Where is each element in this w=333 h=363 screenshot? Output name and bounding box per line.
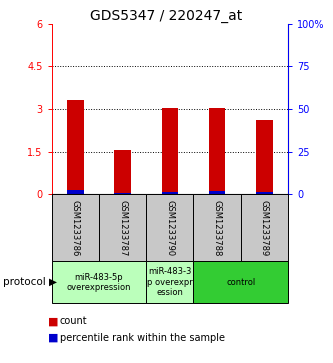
Text: GSM1233789: GSM1233789 — [260, 200, 269, 256]
Text: GSM1233790: GSM1233790 — [165, 200, 174, 256]
Text: GSM1233787: GSM1233787 — [118, 200, 127, 256]
Bar — [209, 108, 225, 194]
Bar — [256, 120, 273, 194]
Bar — [209, 191, 225, 194]
Text: miR-483-3
p overexpr
ession: miR-483-3 p overexpr ession — [147, 267, 193, 297]
Text: ■: ■ — [48, 316, 59, 326]
Text: percentile rank within the sample: percentile rank within the sample — [60, 333, 225, 343]
Text: GSM1233788: GSM1233788 — [212, 200, 222, 256]
Text: control: control — [226, 278, 255, 287]
Bar — [114, 193, 131, 194]
Text: GSM1233786: GSM1233786 — [71, 200, 80, 256]
Bar — [114, 150, 131, 194]
Text: GDS5347 / 220247_at: GDS5347 / 220247_at — [90, 9, 243, 23]
Bar — [162, 108, 178, 194]
Text: ■: ■ — [48, 333, 59, 343]
Text: miR-483-5p
overexpression: miR-483-5p overexpression — [67, 273, 131, 292]
Bar — [162, 192, 178, 194]
Bar — [67, 101, 84, 194]
Text: count: count — [60, 316, 88, 326]
Text: protocol ▶: protocol ▶ — [3, 277, 57, 287]
Bar — [67, 190, 84, 194]
Bar — [256, 192, 273, 194]
